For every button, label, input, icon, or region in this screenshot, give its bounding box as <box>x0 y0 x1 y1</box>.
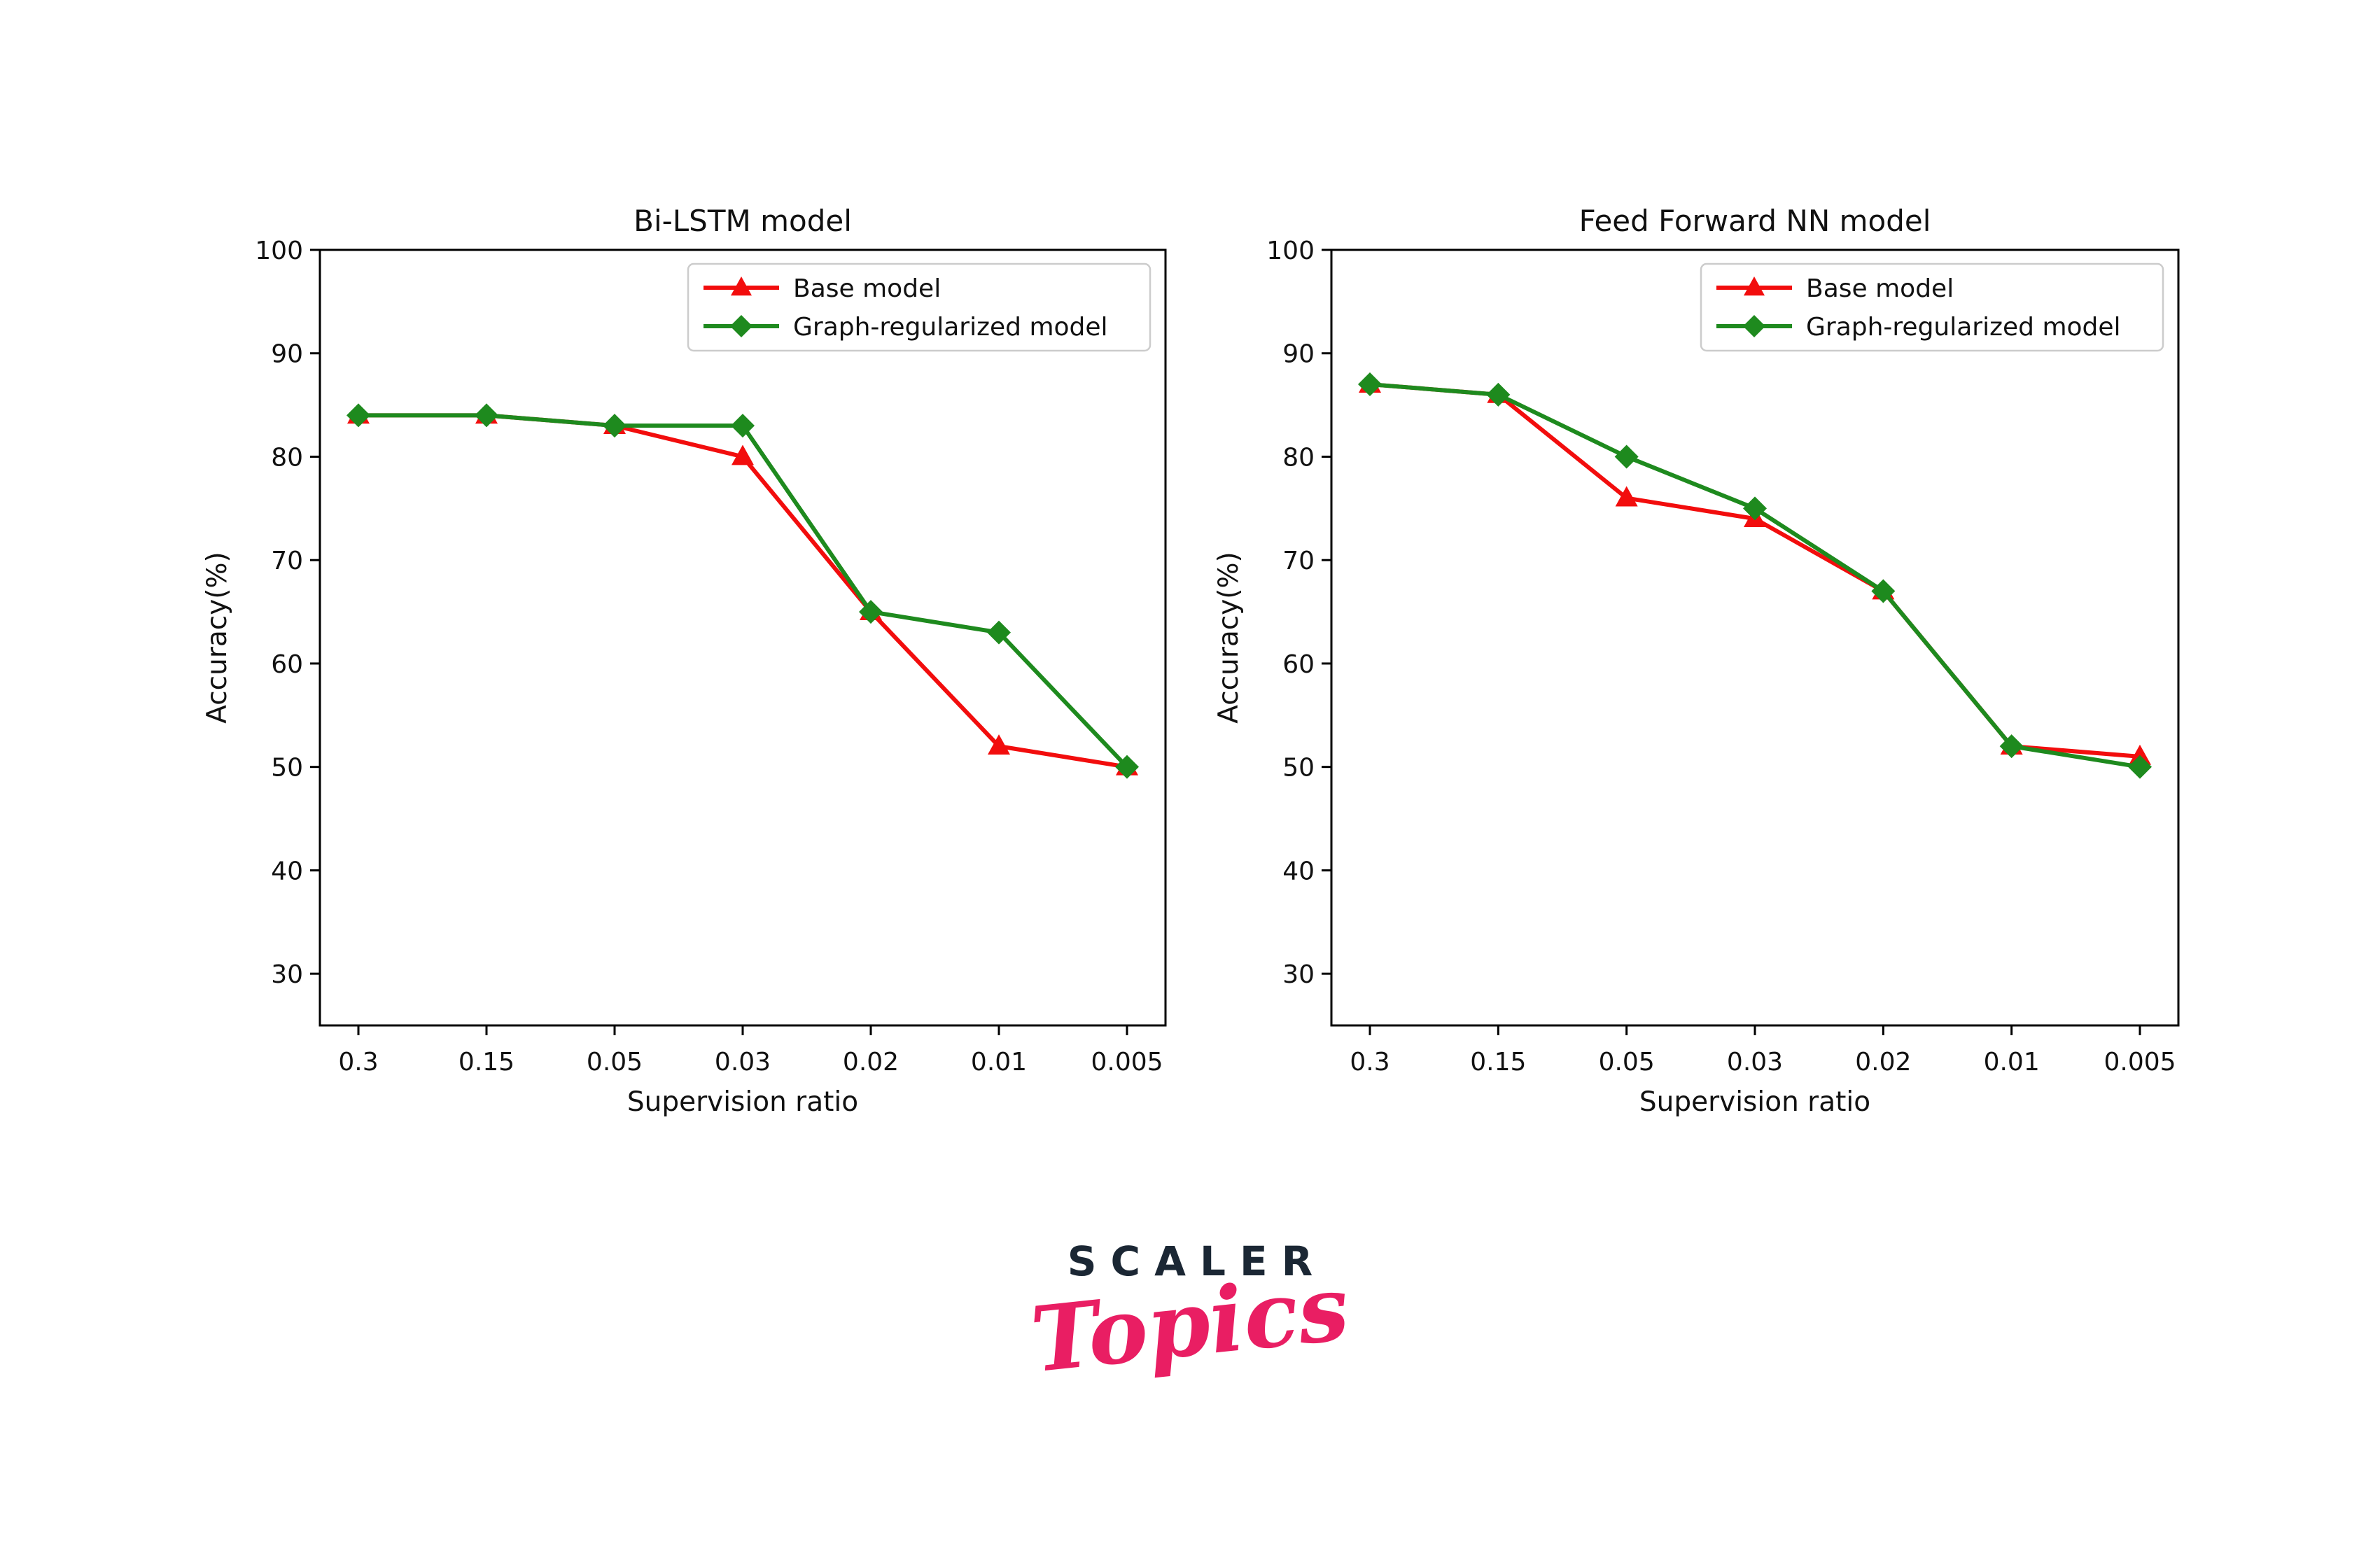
data-point-diamond <box>1743 496 1767 521</box>
y-axis-tick-label: 70 <box>1282 547 1315 575</box>
data-point-diamond <box>1999 734 2024 759</box>
legend-label: Graph-regularized model <box>793 313 1108 342</box>
y-axis-tick-label: 30 <box>1282 960 1315 989</box>
x-axis-tick-label: 0.3 <box>338 1048 378 1077</box>
chart-svg-ffnn: Feed Forward NN model 30 40 50 60 70 80 90 100 0.… <box>1213 204 2180 1118</box>
data-point-diamond <box>731 414 755 438</box>
logo-brand-text: SCALER <box>1067 1238 1327 1285</box>
y-axis-tick-label: 40 <box>271 857 303 885</box>
data-point-diamond <box>859 600 883 624</box>
y-axis-tick-label: 40 <box>1282 857 1315 885</box>
y-axis-tick-label: 80 <box>271 443 303 472</box>
y-axis-tick-label: 50 <box>1282 754 1315 783</box>
series-line-triangle <box>1369 382 2141 759</box>
legend-label: Graph-regularized model <box>1806 313 2121 342</box>
data-point-diamond <box>2128 755 2152 779</box>
y-axis-label: Accuracy(%) <box>202 552 233 724</box>
data-point-triangle <box>732 444 754 465</box>
x-axis-tick-label: 0.03 <box>1727 1048 1783 1077</box>
y-axis-label: Accuracy(%) <box>1213 552 1245 724</box>
y-axis-tick-label: 90 <box>1282 340 1315 369</box>
data-point-triangle <box>2129 744 2151 765</box>
y-axis-tick-label: 70 <box>271 547 303 575</box>
data-point-diamond <box>1614 444 1639 469</box>
data-point-diamond <box>603 414 626 438</box>
x-axis-tick-label: 0.01 <box>1984 1048 2040 1077</box>
legend-triangle-marker <box>731 276 752 296</box>
legend-label: Base model <box>1806 274 1954 303</box>
chart-svg-bilstm: Bi-LSTM model 30 40 50 60 70 80 90 100 0.3 0.15 0.0… <box>202 204 1167 1118</box>
plot-border <box>318 248 1167 1027</box>
series-line-diamond <box>1369 382 2141 769</box>
plot-border <box>1330 248 2180 1027</box>
legend-box <box>687 262 1152 352</box>
x-axis-label: Supervision ratio <box>1639 1086 1870 1118</box>
x-axis-tick-label: 0.01 <box>971 1048 1027 1077</box>
y-axis-tick-label: 90 <box>271 340 303 369</box>
y-axis-tick-label: 100 <box>255 237 303 265</box>
chart-title: Feed Forward NN model <box>1579 204 1931 238</box>
data-point-diamond <box>1871 579 1896 603</box>
x-axis-tick-label: 0.005 <box>1091 1048 1163 1077</box>
data-point-diamond <box>987 620 1011 645</box>
legend-triangle-marker <box>1744 276 1765 296</box>
data-point-diamond <box>1358 372 1382 397</box>
legend-diamond-marker <box>1743 315 1765 337</box>
x-axis-tick-label: 0.02 <box>843 1048 899 1077</box>
series-line-triangle <box>358 413 1128 769</box>
x-axis-tick-label: 0.03 <box>715 1048 771 1077</box>
y-axis-tick-label: 50 <box>271 754 303 783</box>
x-axis-tick-label: 0.02 <box>1855 1048 1911 1077</box>
data-point-diamond <box>346 403 370 428</box>
legend-diamond-marker <box>730 315 752 337</box>
y-axis-tick-label: 60 <box>271 650 303 679</box>
x-axis-label: Supervision ratio <box>627 1086 858 1118</box>
chart-bilstm: Bi-LSTM model 30 40 50 60 70 80 90 100 0.3 0.15 0.0… <box>84 175 1274 1197</box>
data-point-triangle <box>1615 486 1638 507</box>
data-point-diamond <box>1115 755 1139 779</box>
x-axis-tick-label: 0.005 <box>2104 1048 2176 1077</box>
y-axis-tick-label: 80 <box>1282 443 1315 472</box>
legend-box <box>1700 262 2164 352</box>
chart-title: Bi-LSTM model <box>634 204 852 238</box>
y-axis-tick-label: 100 <box>1266 237 1315 265</box>
y-axis-tick-label: 30 <box>271 960 303 989</box>
data-point-triangle <box>988 734 1010 755</box>
x-axis-tick-label: 0.15 <box>1470 1048 1526 1077</box>
chart-ffnn: Feed Forward NN model 30 40 50 60 70 80 90 100 0.… <box>1106 175 2296 1197</box>
scaler-topics-logo: SCALER Topics <box>980 1238 1400 1394</box>
y-axis-tick-label: 60 <box>1282 650 1315 679</box>
data-point-diamond <box>475 403 498 428</box>
x-axis-tick-label: 0.05 <box>587 1048 643 1077</box>
data-point-diamond <box>1486 382 1511 407</box>
legend-label: Base model <box>793 274 941 303</box>
x-axis-tick-label: 0.15 <box>458 1048 514 1077</box>
x-axis-tick-label: 0.3 <box>1350 1048 1390 1077</box>
series-line-diamond <box>358 413 1129 769</box>
x-axis-tick-label: 0.05 <box>1599 1048 1655 1077</box>
